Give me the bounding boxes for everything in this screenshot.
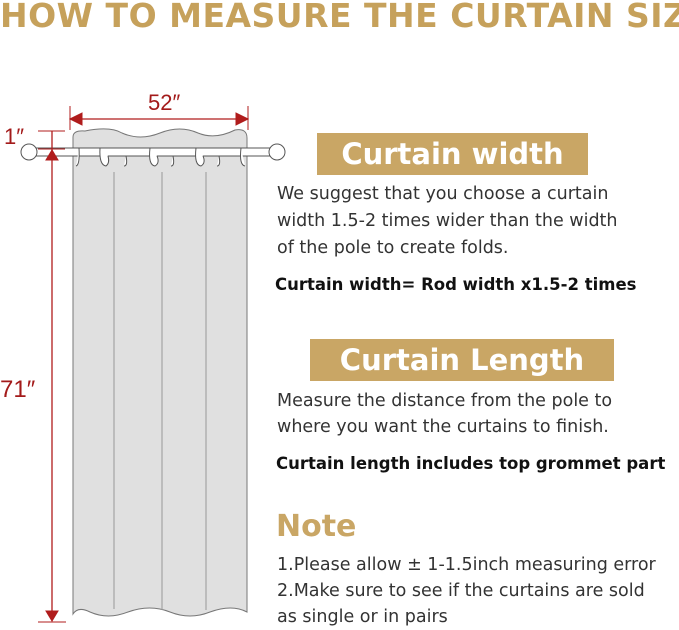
width-text-line: We suggest that you choose a curtain	[277, 184, 609, 204]
length-dimension	[38, 130, 66, 623]
length-text-line: where you want the curtains to finish.	[277, 417, 609, 437]
width-text-line: of the pole to create folds.	[277, 238, 509, 258]
length-label: 71″	[0, 376, 36, 403]
note-line: as single or in pairs	[277, 607, 448, 627]
length-text-line: Measure the distance from the pole to	[277, 391, 613, 411]
width-text-line: width 1.5-2 times wider than the width	[277, 211, 618, 231]
note-line: 2.Make sure to see if the curtains are s…	[277, 581, 645, 601]
width-label: 52″	[148, 90, 181, 115]
page-title: HOW TO MEASURE THE CURTAIN SIZE	[0, 0, 679, 35]
width-dimension	[68, 106, 250, 130]
curtain-width-heading: Curtain width	[317, 133, 588, 175]
width-formula: Curtain width= Rod width x1.5-2 times	[275, 275, 637, 294]
note-line: 1.Please allow ± 1-1.5inch measuring err…	[277, 555, 656, 575]
grommet-height-label: 1″	[4, 124, 25, 149]
note-heading: Note	[276, 509, 357, 544]
curtain-length-heading: Curtain Length	[310, 339, 614, 381]
length-formula: Curtain length includes top grommet part	[276, 454, 666, 473]
curtain-rod	[20, 143, 286, 167]
curtain-panel	[72, 128, 248, 617]
